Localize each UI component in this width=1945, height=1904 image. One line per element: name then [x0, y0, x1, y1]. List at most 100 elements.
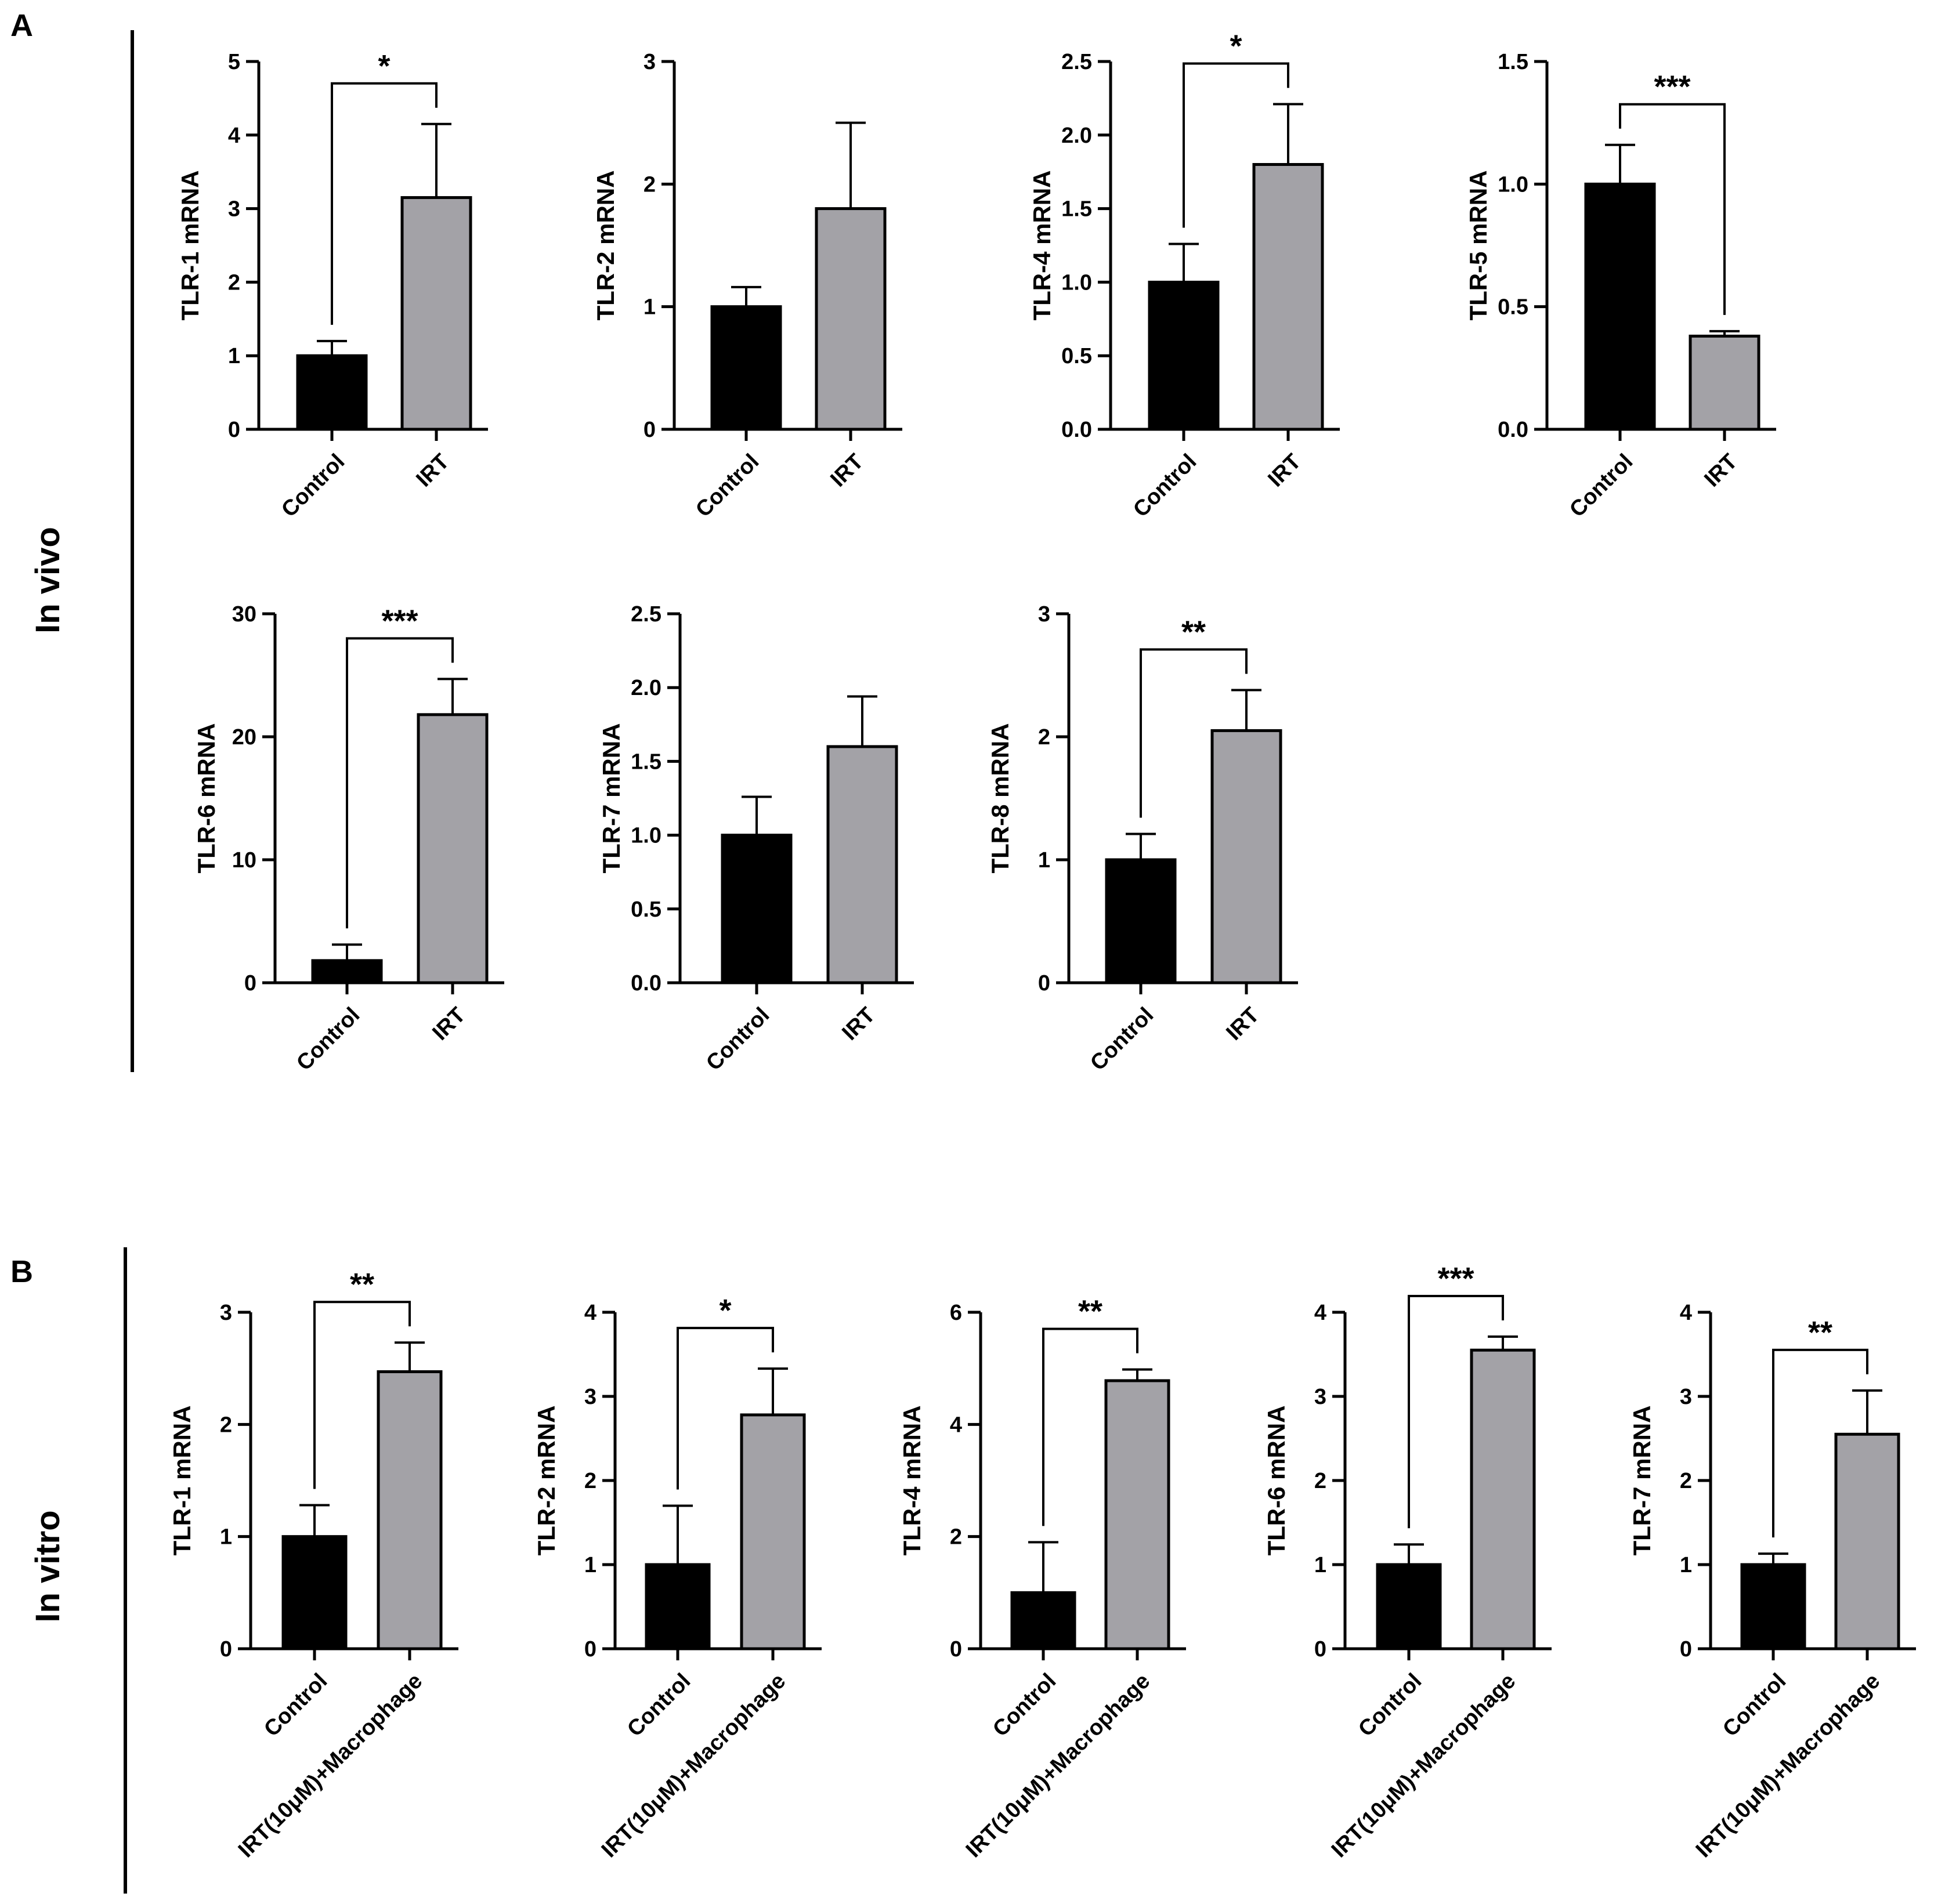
bar-treated [1210, 729, 1282, 984]
significance-label: *** [1654, 70, 1690, 104]
y-tick-label: 0.5 [1498, 295, 1528, 320]
significance-bracket [1619, 103, 1726, 315]
bar-treated [1689, 334, 1760, 431]
y-tick-label: 2 [950, 1525, 962, 1550]
y-tick-label: 3 [1680, 1385, 1692, 1409]
y-tick-label: 2 [584, 1469, 596, 1493]
y-tick-label: 4 [1680, 1301, 1692, 1325]
bar-control [296, 354, 368, 431]
y-tick-label: 1.5 [1498, 50, 1528, 74]
x-tick-label: IRT(10μM)+Macrophage [234, 1669, 428, 1863]
bar-treated [815, 207, 887, 431]
y-axis-label: TLR-4 mRNA [1028, 171, 1055, 321]
y-tick-label: 30 [232, 602, 256, 627]
significance-bracket [1140, 648, 1248, 818]
y-axis-label: TLR-4 mRNA [898, 1406, 925, 1556]
chart-b2: 0 1 2 3 4 TLR-2 mRNA ControlIRT(10μM)+Macropha… [533, 1293, 822, 1862]
x-tick-label: Control [292, 1003, 364, 1076]
y-tick-label: 0 [220, 1637, 232, 1662]
x-tick-label: IRT [1263, 450, 1306, 492]
chart-b5: 0 1 2 3 4 TLR-7 mRNA ControlIRT(10μM)+Macropha… [1628, 1301, 1916, 1862]
bar-treated [826, 745, 898, 984]
y-tick-label: 20 [232, 725, 256, 750]
y-axis-label: TLR-1 mRNA [176, 171, 204, 321]
y-tick-label: 0 [1680, 1637, 1692, 1662]
x-tick-label: IRT [1700, 450, 1742, 492]
significance-label: * [719, 1293, 731, 1328]
y-tick-label: 0 [244, 971, 256, 996]
bar-control [645, 1563, 711, 1650]
significance-bracket [1772, 1348, 1868, 1538]
y-tick-label: 2.5 [1061, 50, 1092, 74]
chart-a5: 0 10 20 30 TLR-6 mRNA Control IRT *** [193, 602, 504, 1076]
bar-control [1105, 858, 1177, 984]
chart-a2: 0 1 2 3 TLR-2 mRNA Control IRT [592, 50, 902, 522]
significance-label: *** [381, 603, 418, 638]
bar-control [1584, 182, 1656, 431]
y-tick-label: 3 [584, 1385, 596, 1409]
y-tick-label: 3 [643, 50, 656, 74]
x-tick-label: Control [277, 450, 349, 522]
y-tick-label: 0.5 [1061, 344, 1092, 368]
y-tick-label: 2 [228, 270, 240, 295]
x-tick-label: Control [1354, 1669, 1426, 1742]
y-tick-label: 2.5 [631, 602, 661, 627]
bar-treated [740, 1413, 806, 1650]
y-tick-label: 1.0 [1498, 172, 1528, 197]
bar-treated [1470, 1348, 1536, 1650]
y-axis-label: TLR-8 mRNA [986, 723, 1014, 874]
y-tick-label: 0 [1038, 971, 1050, 996]
y-tick-label: 1 [1038, 848, 1050, 873]
bar-control [1376, 1563, 1442, 1650]
significance-label: *** [1437, 1261, 1474, 1296]
y-tick-label: 2.0 [631, 676, 661, 700]
y-tick-label: 3 [220, 1301, 232, 1325]
significance-bracket [1408, 1295, 1504, 1529]
y-tick-label: 0 [584, 1637, 596, 1662]
bar-treated [400, 196, 472, 431]
significance-bracket [331, 82, 438, 325]
x-tick-label: IRT [428, 1003, 470, 1045]
significance-bracket [346, 637, 454, 929]
bar-control [1740, 1563, 1806, 1650]
bar-treated [377, 1370, 443, 1650]
x-tick-label: Control [1086, 1003, 1158, 1076]
y-tick-label: 4 [950, 1413, 962, 1437]
chart-b1: 0 1 2 3 TLR-1 mRNA ControlIRT(10μM)+Macrophag… [168, 1267, 458, 1862]
y-tick-label: 1 [643, 295, 656, 320]
y-tick-label: 0.0 [631, 971, 661, 996]
x-tick-label: Control [1565, 450, 1637, 522]
significance-bracket [677, 1327, 774, 1490]
y-tick-label: 3 [1038, 602, 1050, 627]
y-tick-label: 3 [1314, 1385, 1326, 1409]
y-tick-label: 2 [1680, 1469, 1692, 1493]
chart-b3: 0 2 4 6 TLR-4 mRNA ControlIRT(10μM)+Macrophag… [898, 1294, 1186, 1862]
y-tick-label: 3 [228, 197, 240, 222]
y-axis-label: TLR-5 mRNA [1465, 171, 1492, 321]
significance-label: ** [350, 1267, 374, 1302]
x-tick-label: Control [1129, 450, 1201, 522]
x-tick-label: IRT [411, 450, 454, 492]
bar-treated [1252, 163, 1324, 431]
panel-b-section-label: In vitro [29, 1510, 67, 1622]
significance-bracket [1042, 1327, 1138, 1526]
x-tick-label: Control [259, 1669, 332, 1742]
significance-bracket [313, 1301, 411, 1489]
bar-control [1010, 1591, 1076, 1650]
chart-a4: 0.0 0.5 1.0 1.5 TLR-5 mRNA Control IRT *** [1465, 50, 1776, 522]
significance-bracket [1183, 62, 1289, 228]
y-axis-label: TLR-7 mRNA [598, 723, 625, 874]
bar-control [281, 1535, 348, 1650]
x-tick-label: Control [988, 1669, 1061, 1742]
panel-a-section-label: In vivo [29, 527, 67, 634]
y-tick-label: 2 [220, 1413, 232, 1437]
significance-label: * [1230, 29, 1242, 64]
y-tick-label: 2.0 [1061, 124, 1092, 148]
x-tick-label: Control [1718, 1669, 1791, 1742]
bar-control [311, 959, 383, 984]
y-tick-label: 2 [643, 172, 656, 197]
y-tick-label: 0.0 [1498, 418, 1528, 442]
y-tick-label: 1 [220, 1525, 232, 1550]
panel-a-letter: A [10, 8, 33, 43]
chart-a1: 0 1 2 3 4 5 TLR-1 mRNA Control IRT * [176, 49, 488, 522]
